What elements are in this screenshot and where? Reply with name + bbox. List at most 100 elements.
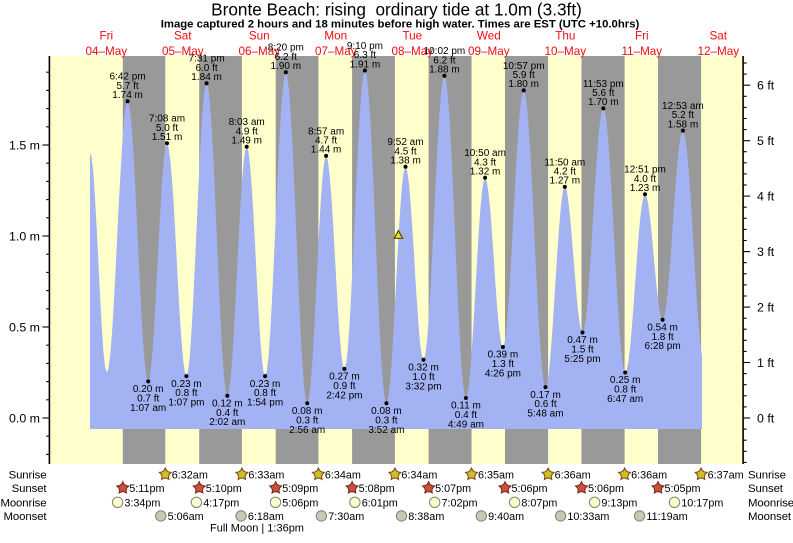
svg-text:0.5 m: 0.5 m <box>9 321 40 335</box>
svg-text:1.88 m: 1.88 m <box>429 65 460 76</box>
svg-text:6.0 ft: 6.0 ft <box>195 63 217 74</box>
svg-text:6:37am: 6:37am <box>708 469 744 481</box>
svg-text:Moonrise: Moonrise <box>748 498 793 510</box>
svg-text:0.7 ft: 0.7 ft <box>137 394 159 405</box>
svg-text:6:36am: 6:36am <box>631 469 667 481</box>
svg-text:3:52 am: 3:52 am <box>368 425 404 436</box>
svg-text:1.23 m: 1.23 m <box>630 183 661 194</box>
svg-text:10:33am: 10:33am <box>567 511 609 523</box>
svg-text:4.7 ft: 4.7 ft <box>315 136 337 147</box>
svg-text:6.3 ft: 6.3 ft <box>354 50 376 61</box>
svg-text:4.2 ft: 4.2 ft <box>554 167 576 178</box>
svg-text:5:48 am: 5:48 am <box>527 409 563 420</box>
svg-text:2 ft: 2 ft <box>757 301 775 315</box>
svg-text:1.84 m: 1.84 m <box>191 72 222 83</box>
svg-text:5:07pm: 5:07pm <box>435 483 471 495</box>
svg-text:6:34am: 6:34am <box>325 469 361 481</box>
svg-text:1:07 am: 1:07 am <box>130 403 166 414</box>
svg-text:3 ft: 3 ft <box>757 245 775 259</box>
svg-text:2:02 am: 2:02 am <box>209 417 245 428</box>
svg-text:Fri: Fri <box>635 30 649 43</box>
svg-text:09–May: 09–May <box>468 45 510 58</box>
svg-text:1.5 m: 1.5 m <box>9 139 40 153</box>
svg-text:1.0 m: 1.0 m <box>9 230 40 244</box>
svg-text:05–May: 05–May <box>162 45 204 58</box>
svg-text:5.0 ft: 5.0 ft <box>156 123 178 134</box>
svg-text:0.0 m: 0.0 m <box>9 412 40 426</box>
svg-text:0.6 ft: 0.6 ft <box>534 399 556 410</box>
svg-text:1.49 m: 1.49 m <box>231 136 262 147</box>
svg-text:1.51 m: 1.51 m <box>152 132 183 143</box>
svg-text:4.0 ft: 4.0 ft <box>634 174 656 185</box>
svg-text:Fri: Fri <box>99 30 113 43</box>
svg-text:0.11 m: 0.11 m <box>451 401 481 412</box>
svg-text:0.8 ft: 0.8 ft <box>254 388 276 399</box>
svg-text:5:11pm: 5:11pm <box>129 483 164 495</box>
svg-text:4 ft: 4 ft <box>757 190 775 204</box>
svg-text:0.25 m: 0.25 m <box>610 375 641 386</box>
svg-text:Sat: Sat <box>174 30 192 43</box>
svg-text:8:20 pm: 8:20 pm <box>268 43 304 54</box>
svg-text:Image captured 2 hours and 18: Image captured 2 hours and 18 minutes be… <box>161 19 640 31</box>
svg-text:0.4 ft: 0.4 ft <box>455 410 477 421</box>
svg-text:0.08 m: 0.08 m <box>292 406 323 417</box>
svg-text:6:47 am: 6:47 am <box>607 394 643 405</box>
svg-text:0.23 m: 0.23 m <box>171 379 202 390</box>
svg-text:0.3 ft: 0.3 ft <box>296 415 318 426</box>
svg-text:6:34am: 6:34am <box>401 469 437 481</box>
svg-text:11:19am: 11:19am <box>646 511 687 523</box>
svg-text:5:09pm: 5:09pm <box>282 483 318 495</box>
svg-text:06–May: 06–May <box>239 45 281 58</box>
svg-text:1.8 ft: 1.8 ft <box>651 332 673 343</box>
svg-text:0.17 m: 0.17 m <box>530 390 561 401</box>
svg-text:1.74 m: 1.74 m <box>112 90 143 101</box>
svg-text:0.8 ft: 0.8 ft <box>614 385 636 396</box>
svg-text:3:32 pm: 3:32 pm <box>405 381 441 392</box>
svg-text:0.54 m: 0.54 m <box>647 322 678 333</box>
svg-text:08–May: 08–May <box>392 45 434 58</box>
svg-text:Sat: Sat <box>710 30 728 43</box>
svg-text:5.2 ft: 5.2 ft <box>672 110 694 121</box>
svg-text:1.90 m: 1.90 m <box>271 61 302 72</box>
svg-text:04–May: 04–May <box>86 45 128 58</box>
svg-text:8:07pm: 8:07pm <box>521 497 557 509</box>
svg-text:4:17pm: 4:17pm <box>203 497 239 509</box>
svg-text:Moonset: Moonset <box>748 511 792 523</box>
svg-text:Tue: Tue <box>402 30 422 43</box>
svg-text:12:51 pm: 12:51 pm <box>624 165 666 176</box>
svg-text:5:06am: 5:06am <box>168 511 204 523</box>
svg-text:0.32 m: 0.32 m <box>408 363 439 374</box>
svg-text:6:42 pm: 6:42 pm <box>110 72 146 83</box>
svg-text:0.39 m: 0.39 m <box>488 350 519 361</box>
svg-text:1.58 m: 1.58 m <box>668 119 699 130</box>
svg-text:Thu: Thu <box>555 30 575 43</box>
svg-text:6:01pm: 6:01pm <box>362 497 398 509</box>
svg-text:4.5 ft: 4.5 ft <box>394 146 416 157</box>
svg-text:9:13pm: 9:13pm <box>601 497 637 509</box>
svg-text:Bronte Beach: rising ordinary: Bronte Beach: rising ordinary tide at 1.… <box>211 0 582 20</box>
svg-text:5.7 ft: 5.7 ft <box>116 81 138 92</box>
svg-text:1.44 m: 1.44 m <box>311 145 342 156</box>
svg-text:0.20 m: 0.20 m <box>133 384 164 395</box>
svg-text:10:17pm: 10:17pm <box>681 497 723 509</box>
svg-text:1.3 ft: 1.3 ft <box>492 359 514 370</box>
svg-text:Sunset: Sunset <box>748 483 784 495</box>
svg-text:Mon: Mon <box>324 30 347 43</box>
svg-text:12–May: 12–May <box>698 45 740 58</box>
svg-text:5:06pm: 5:06pm <box>282 497 318 509</box>
svg-text:1.38 m: 1.38 m <box>390 156 421 167</box>
svg-text:2:42 pm: 2:42 pm <box>326 390 362 401</box>
svg-text:5:10pm: 5:10pm <box>206 483 242 495</box>
svg-text:8:03 am: 8:03 am <box>229 117 265 128</box>
svg-text:0.27 m: 0.27 m <box>329 372 360 383</box>
svg-text:4.3 ft: 4.3 ft <box>474 157 496 168</box>
svg-text:11:50 am: 11:50 am <box>544 157 585 168</box>
svg-text:4:49 am: 4:49 am <box>448 420 484 431</box>
svg-text:0.4 ft: 0.4 ft <box>216 408 238 419</box>
svg-text:9:52 am: 9:52 am <box>387 137 423 148</box>
svg-text:7:31 pm: 7:31 pm <box>189 54 225 65</box>
svg-text:6.2 ft: 6.2 ft <box>433 55 455 66</box>
svg-text:5.9 ft: 5.9 ft <box>513 70 535 81</box>
svg-text:6:33am: 6:33am <box>248 469 284 481</box>
svg-text:7:02pm: 7:02pm <box>442 497 478 509</box>
